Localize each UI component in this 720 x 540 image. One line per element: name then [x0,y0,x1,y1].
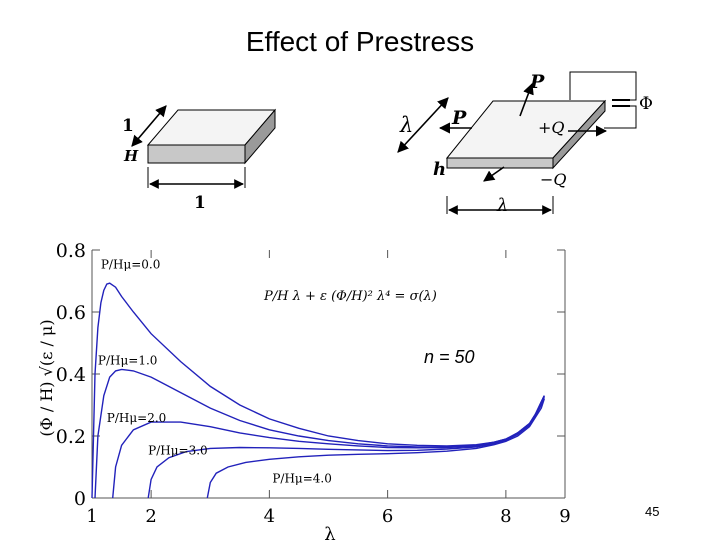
x-axis-label: λ [324,524,335,540]
x-tick-label: 2 [145,506,156,527]
series-line-3 [147,397,545,499]
y-axis-label: (Φ / H) √(ε / μ) [37,319,56,436]
reference-thickness-label: H [123,147,139,165]
positive-charge-label: +Q [538,118,565,137]
series-line-2 [112,395,545,499]
y-tick-label: 0.4 [56,364,86,386]
chart-axes: 1 2 4 6 8 9 0 0.2 0.4 0.6 0.8 [56,240,571,527]
y-tick-label: 0.2 [56,426,86,448]
chart-series-labels: P/Hμ=0.0 P/Hμ=1.0 P/Hμ=2.0 P/Hμ=3.0 P/Hμ=4.0 [98,258,332,486]
stretched-width-label: λ [496,195,508,216]
series-label-1: P/Hμ=1.0 [98,354,158,368]
negative-charge-label: −Q [540,170,567,189]
reference-block [131,105,277,189]
y-tick-label: 0.6 [56,302,86,324]
series-label-4: P/Hμ=4.0 [272,472,332,486]
stretch-arrow [397,97,449,153]
series-line-0 [91,282,545,499]
slide-title: Effect of Prestress [245,26,475,57]
x-tick-label: 4 [264,506,275,527]
stretch-label: λ [399,113,413,137]
series-line-4 [206,398,545,499]
stretched-block [397,71,637,215]
x-tick-label: 6 [382,506,393,527]
x-tick-label: 8 [500,506,511,527]
governing-equation: P/H λ + ε (Φ/H)² λ⁴ = σ(λ) [263,289,437,304]
potential-label: Φ [639,94,653,114]
stretched-thickness-label: h [433,159,446,180]
series-label-0: P/Hμ=0.0 [101,258,161,272]
top-force-label: P [529,71,545,93]
top-force-arrow [519,82,534,117]
series-label-2: P/Hμ=2.0 [107,411,167,425]
depth-arrow [131,105,167,147]
side-force-label: P [451,107,467,129]
y-tick-label: 0 [74,488,86,510]
x-tick-label: 9 [559,506,570,527]
n-annotation: n = 50 [424,347,475,367]
reference-side-label: 1 [122,116,134,136]
chart-curves [91,282,545,499]
y-tick-label: 0.8 [56,240,86,262]
reference-width-label: 1 [194,193,206,213]
slide-number: 45 [645,504,660,519]
x-tick-label: 1 [86,506,97,527]
negative-charge-arrow [483,166,505,182]
series-label-3: P/Hμ=3.0 [148,444,208,458]
deformation-diagram: 1 H 1 P P λ λ h +Q −Q Φ [122,71,653,216]
